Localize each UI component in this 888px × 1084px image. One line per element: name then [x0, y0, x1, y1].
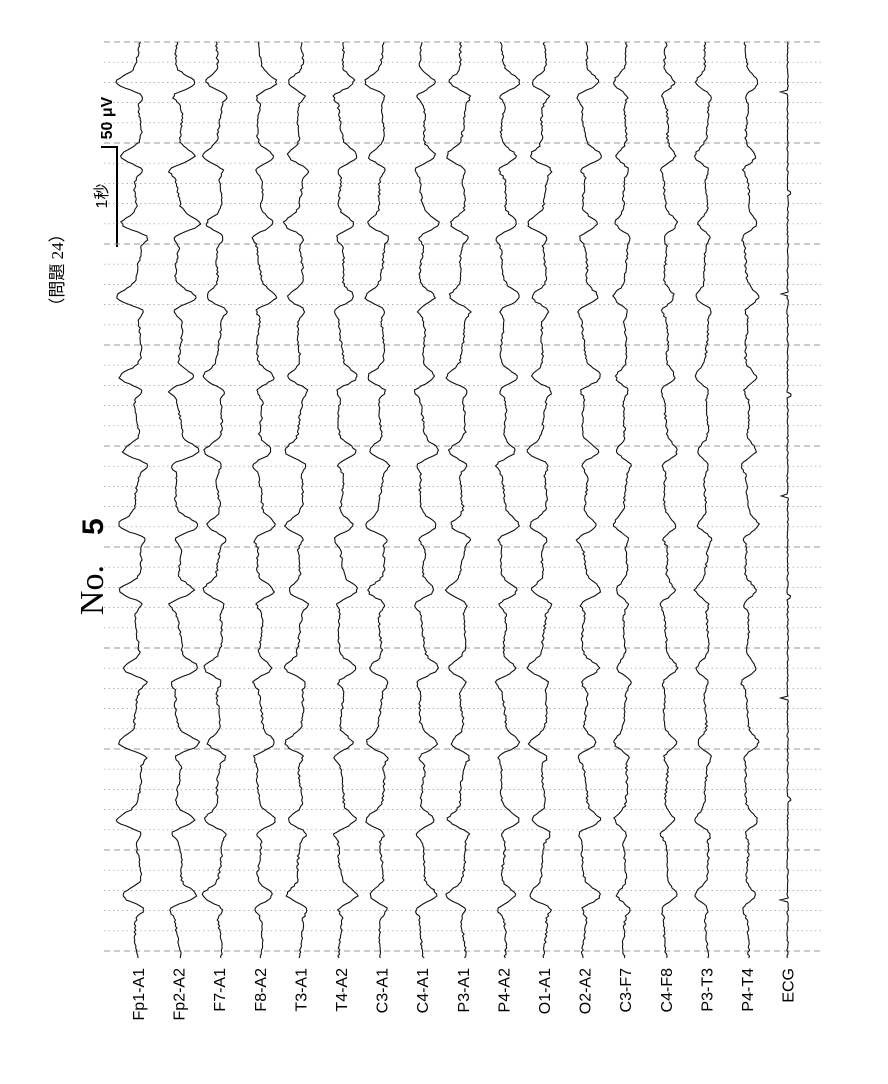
question-label: （問題 24） — [48, 225, 67, 314]
channel-label: O2-A2 — [578, 968, 595, 1014]
eeg-traces — [115, 41, 792, 959]
trace-f8-a2 — [251, 41, 278, 959]
channel-label: C4-A1 — [415, 968, 432, 1013]
trace-c4-f8 — [659, 41, 679, 959]
channel-label: T4-A2 — [334, 968, 351, 1012]
trace-c3-a1 — [364, 41, 391, 959]
channel-label: P4-A2 — [496, 968, 513, 1013]
scale-bar-time-label: 1秒 — [93, 184, 111, 209]
channel-label: O1-A1 — [537, 968, 554, 1014]
channel-label: P3-A1 — [456, 968, 473, 1013]
trace-t4-a2 — [332, 41, 359, 959]
trace-c4-a1 — [413, 41, 440, 959]
channel-label: P3-T3 — [699, 968, 716, 1012]
channel-label: C3-F7 — [618, 968, 635, 1013]
channel-label: F8-A2 — [253, 968, 270, 1012]
trace-o2-a2 — [575, 41, 602, 958]
record-number: No. 5 — [74, 518, 111, 615]
channel-label: P4-T4 — [740, 968, 757, 1012]
channel-label: C3-A1 — [375, 968, 392, 1013]
channel-label: Fp2-A2 — [172, 968, 189, 1021]
trace-fp2-a2 — [167, 41, 202, 959]
trace-p4-a2 — [494, 41, 521, 959]
trace-p3-t3 — [693, 41, 713, 959]
trace-f7-a1 — [201, 41, 228, 959]
number-label: No. — [74, 565, 111, 615]
channel-label: ECG — [781, 968, 798, 1003]
trace-c3-f7 — [612, 42, 632, 959]
scale-bar: 1秒 50 μV — [93, 96, 118, 247]
trace-p4-t4 — [740, 42, 761, 959]
trace-ecg — [778, 41, 792, 959]
channel-labels: Fp1-A1 Fp2-A2 F7-A1 F8-A2 T3-A1 T4-A2 C3-A1 C4-… — [131, 968, 798, 1021]
number-value: 5 — [77, 518, 110, 535]
scale-bar-amplitude-label: 50 μV — [99, 96, 116, 139]
channel-label: T3-A1 — [293, 968, 310, 1012]
trace-p3-a1 — [444, 41, 472, 959]
channel-label: Fp1-A1 — [131, 968, 148, 1021]
trace-fp1-a1 — [115, 41, 149, 958]
trace-o1-a1 — [526, 41, 553, 959]
trace-t3-a1 — [282, 42, 310, 959]
channel-label: C4-F8 — [659, 968, 676, 1013]
channel-label: F7-A1 — [212, 968, 229, 1012]
